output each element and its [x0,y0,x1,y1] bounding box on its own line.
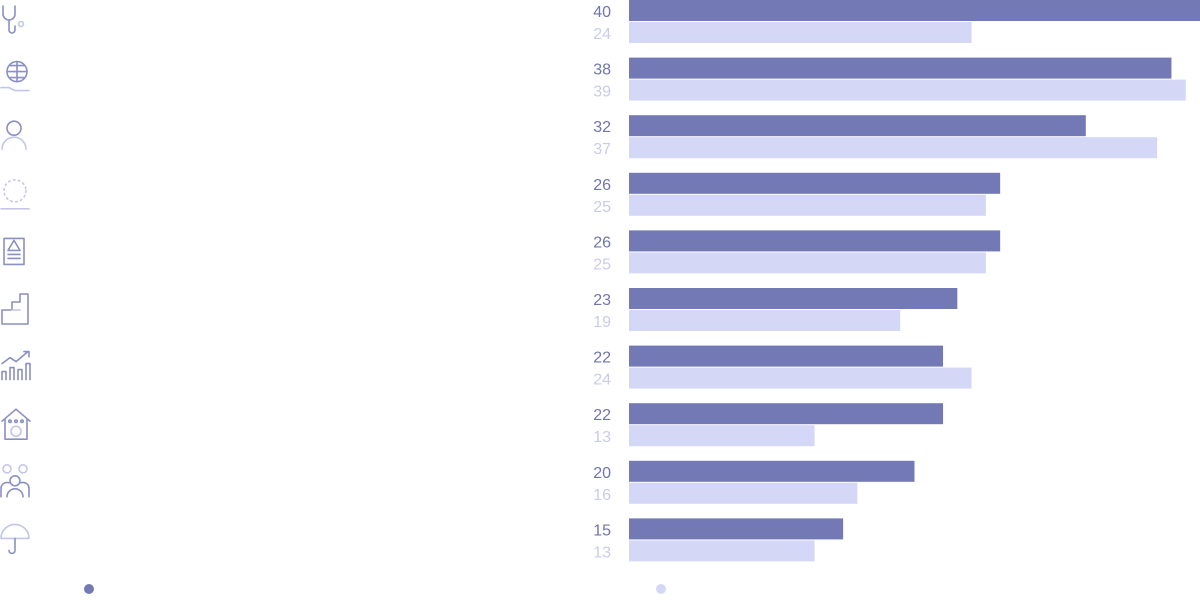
value-label-series-2-row-5: 25 [593,256,611,273]
bar-series-2-row-1 [629,22,972,43]
bar-series-2-row-9 [629,482,858,504]
bar-series-1-row-5 [629,230,1001,252]
value-label-series-2-row-10: 13 [593,544,611,561]
bar-series-1-row-8 [629,403,944,425]
value-label-series-2-row-6: 19 [593,314,611,331]
bar-series-1-row-3 [629,115,1086,137]
bar-series-1-row-6 [629,288,958,309]
bar-series-2-row-5 [629,252,986,274]
bar-series-2-row-4 [629,194,986,216]
value-label-series-2-row-2: 39 [593,84,611,101]
bar-series-1-row-2 [629,57,1172,79]
growth-chart-icon [1,350,31,381]
value-label-series-1-row-3: 32 [593,119,611,136]
bars-layer [629,0,1200,562]
house-icon [1,408,31,441]
bar-series-1-row-7 [629,345,944,367]
value-label-series-1-row-5: 26 [593,234,611,251]
person-icon [1,120,27,150]
value-label-series-1-row-7: 22 [593,350,611,367]
value-label-series-2-row-4: 25 [593,199,611,216]
bar-series-2-row-10 [629,540,815,562]
value-label-series-1-row-8: 22 [593,407,611,424]
value-label-series-2-row-8: 13 [593,429,611,446]
value-label-series-2-row-3: 37 [593,141,611,158]
value-label-series-2-row-7: 24 [593,372,611,389]
bar-series-2-row-8 [629,425,815,447]
globe-hand-icon [0,60,30,92]
family-icon [0,463,30,498]
bar-series-1-row-10 [629,518,844,540]
bar-series-1-row-9 [629,460,915,482]
umbrella-icon [0,523,30,555]
value-label-series-1-row-9: 20 [593,465,611,482]
factory-icon [1,293,29,325]
value-label-series-1-row-6: 23 [593,292,611,309]
value-label-series-1-row-10: 15 [593,522,611,539]
value-labels-layer: 40 24 38 39 32 37 26 25 26 25 23 19 22 24 22 13 20 16 15 13 [593,4,611,561]
value-label-series-1-row-4: 26 [593,177,611,194]
bar-series-1-row-4 [629,172,1001,194]
stars-circle-icon [0,179,30,210]
value-label-series-1-row-2: 38 [593,62,611,79]
legend [84,584,666,594]
bar-series-2-row-2 [629,79,1186,101]
value-label-series-2-row-9: 16 [593,487,611,504]
category-icons [0,5,31,555]
bar-series-1-row-1 [629,0,1200,21]
value-label-series-2-row-1: 24 [593,26,611,43]
legend-marker-series-1 [84,584,94,594]
value-label-series-1-row-1: 40 [593,4,611,21]
document-building-icon [3,237,25,266]
stethoscope-icon [2,5,25,34]
bar-series-2-row-6 [629,310,901,331]
bar-series-2-row-7 [629,367,972,389]
legend-marker-series-2 [656,584,666,594]
bar-series-2-row-3 [629,137,1158,159]
